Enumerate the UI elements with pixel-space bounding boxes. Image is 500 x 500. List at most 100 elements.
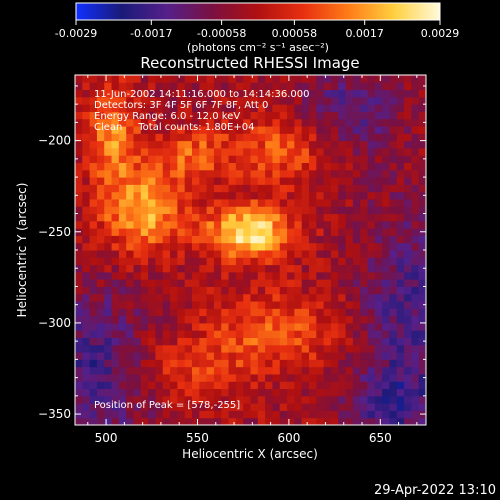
- heatmap-cell: [235, 177, 244, 185]
- heatmap-cell: [75, 133, 83, 142]
- heatmap-cell: [104, 111, 113, 120]
- heatmap-cell: [316, 177, 325, 185]
- heatmap-cell: [111, 388, 120, 397]
- heatmap-cell: [170, 82, 178, 91]
- heatmap-cell: [199, 308, 208, 317]
- heatmap-cell: [396, 206, 405, 215]
- heatmap-cell: [352, 301, 361, 309]
- heatmap-cell: [235, 140, 244, 149]
- heatmap-cell: [316, 330, 325, 338]
- heatmap-cell: [374, 126, 383, 134]
- heatmap-cell: [213, 162, 222, 171]
- heatmap-cell: [316, 104, 325, 112]
- heatmap-cell: [96, 89, 105, 98]
- heatmap-cell: [148, 286, 156, 295]
- heatmap-cell: [411, 96, 420, 105]
- heatmap-cell: [206, 133, 215, 142]
- heatmap-cell: [192, 162, 200, 171]
- heatmap-cell: [111, 250, 120, 258]
- heatmap-cell: [345, 308, 354, 317]
- heatmap-cell: [257, 308, 266, 317]
- heatmap-cell: [75, 235, 83, 244]
- heatmap-cell: [243, 315, 251, 324]
- heatmap-cell: [82, 198, 91, 207]
- heatmap-cell: [367, 293, 376, 302]
- heatmap-cell: [140, 184, 149, 193]
- heatmap-cell: [96, 111, 105, 120]
- heatmap-cell: [382, 140, 390, 149]
- heatmap-cell: [338, 177, 347, 185]
- heatmap-cell: [418, 373, 427, 382]
- heatmap-cell: [148, 75, 156, 83]
- heatmap-cell: [213, 82, 222, 91]
- heatmap-cell: [126, 373, 134, 382]
- heatmap-cell: [235, 417, 244, 426]
- heatmap-cell: [338, 235, 347, 244]
- heatmap-cell: [235, 104, 244, 112]
- heatmap-cell: [133, 257, 142, 266]
- heatmap-cell: [213, 286, 222, 295]
- heatmap-cell: [294, 330, 303, 338]
- heatmap-cell: [184, 271, 193, 280]
- heatmap-cell: [75, 242, 83, 251]
- heatmap-cell: [228, 111, 237, 120]
- heatmap-cell: [243, 286, 251, 295]
- heatmap-cell: [287, 242, 295, 251]
- heatmap-cell: [287, 75, 295, 83]
- heatmap-cell: [374, 82, 383, 91]
- heatmap-cell: [104, 133, 113, 142]
- heatmap-cell: [133, 403, 142, 411]
- heatmap-cell: [382, 89, 390, 98]
- heatmap-cell: [126, 315, 134, 324]
- heatmap-cell: [206, 403, 215, 411]
- heatmap-cell: [192, 242, 200, 251]
- heatmap-cell: [243, 220, 251, 229]
- heatmap-cell: [294, 366, 303, 375]
- heatmap-cell: [367, 118, 376, 127]
- heatmap-cell: [199, 293, 208, 302]
- heatmap-cell: [82, 271, 91, 280]
- heatmap-cell: [228, 410, 237, 419]
- heatmap-cell: [382, 308, 390, 317]
- heatmap-cell: [140, 352, 149, 360]
- heatmap-cell: [345, 133, 354, 142]
- heatmap-cell: [367, 330, 376, 338]
- heatmap-cell: [272, 104, 281, 112]
- heatmap-cell: [345, 147, 354, 156]
- heatmap-cell: [89, 206, 98, 215]
- heatmap-cell: [316, 89, 325, 98]
- heatmap-cell: [75, 279, 83, 287]
- heatmap-cell: [250, 126, 259, 134]
- heatmap-cell: [367, 242, 376, 251]
- heatmap-cell: [177, 381, 186, 390]
- heatmap-cell: [316, 155, 325, 163]
- heatmap-cell: [228, 301, 237, 309]
- heatmap-cell: [272, 322, 281, 331]
- heatmap-cell: [345, 177, 354, 185]
- heatmap-cell: [126, 293, 134, 302]
- heatmap-cell: [257, 301, 266, 309]
- heatmap-cell: [133, 147, 142, 156]
- heatmap-cell: [309, 104, 317, 112]
- heatmap-cell: [104, 118, 113, 127]
- heatmap-cell: [140, 250, 149, 258]
- heatmap-cell: [177, 96, 186, 105]
- heatmap-cell: [272, 293, 281, 302]
- heatmap-cell: [374, 344, 383, 353]
- heatmap-cell: [345, 381, 354, 390]
- heatmap-cell: [316, 388, 325, 397]
- heatmap-cell: [75, 162, 83, 171]
- heatmap-cell: [221, 293, 230, 302]
- heatmap-cell: [199, 373, 208, 382]
- heatmap-cell: [89, 169, 98, 178]
- heatmap-cell: [213, 315, 222, 324]
- heatmap-cell: [323, 118, 332, 127]
- heatmap-cell: [199, 257, 208, 266]
- heatmap-cell: [287, 286, 295, 295]
- heatmap-cell: [411, 235, 420, 244]
- heatmap-cell: [89, 213, 98, 222]
- heatmap-cell: [389, 293, 398, 302]
- heatmap-cell: [170, 293, 178, 302]
- heatmap-cell: [367, 337, 376, 346]
